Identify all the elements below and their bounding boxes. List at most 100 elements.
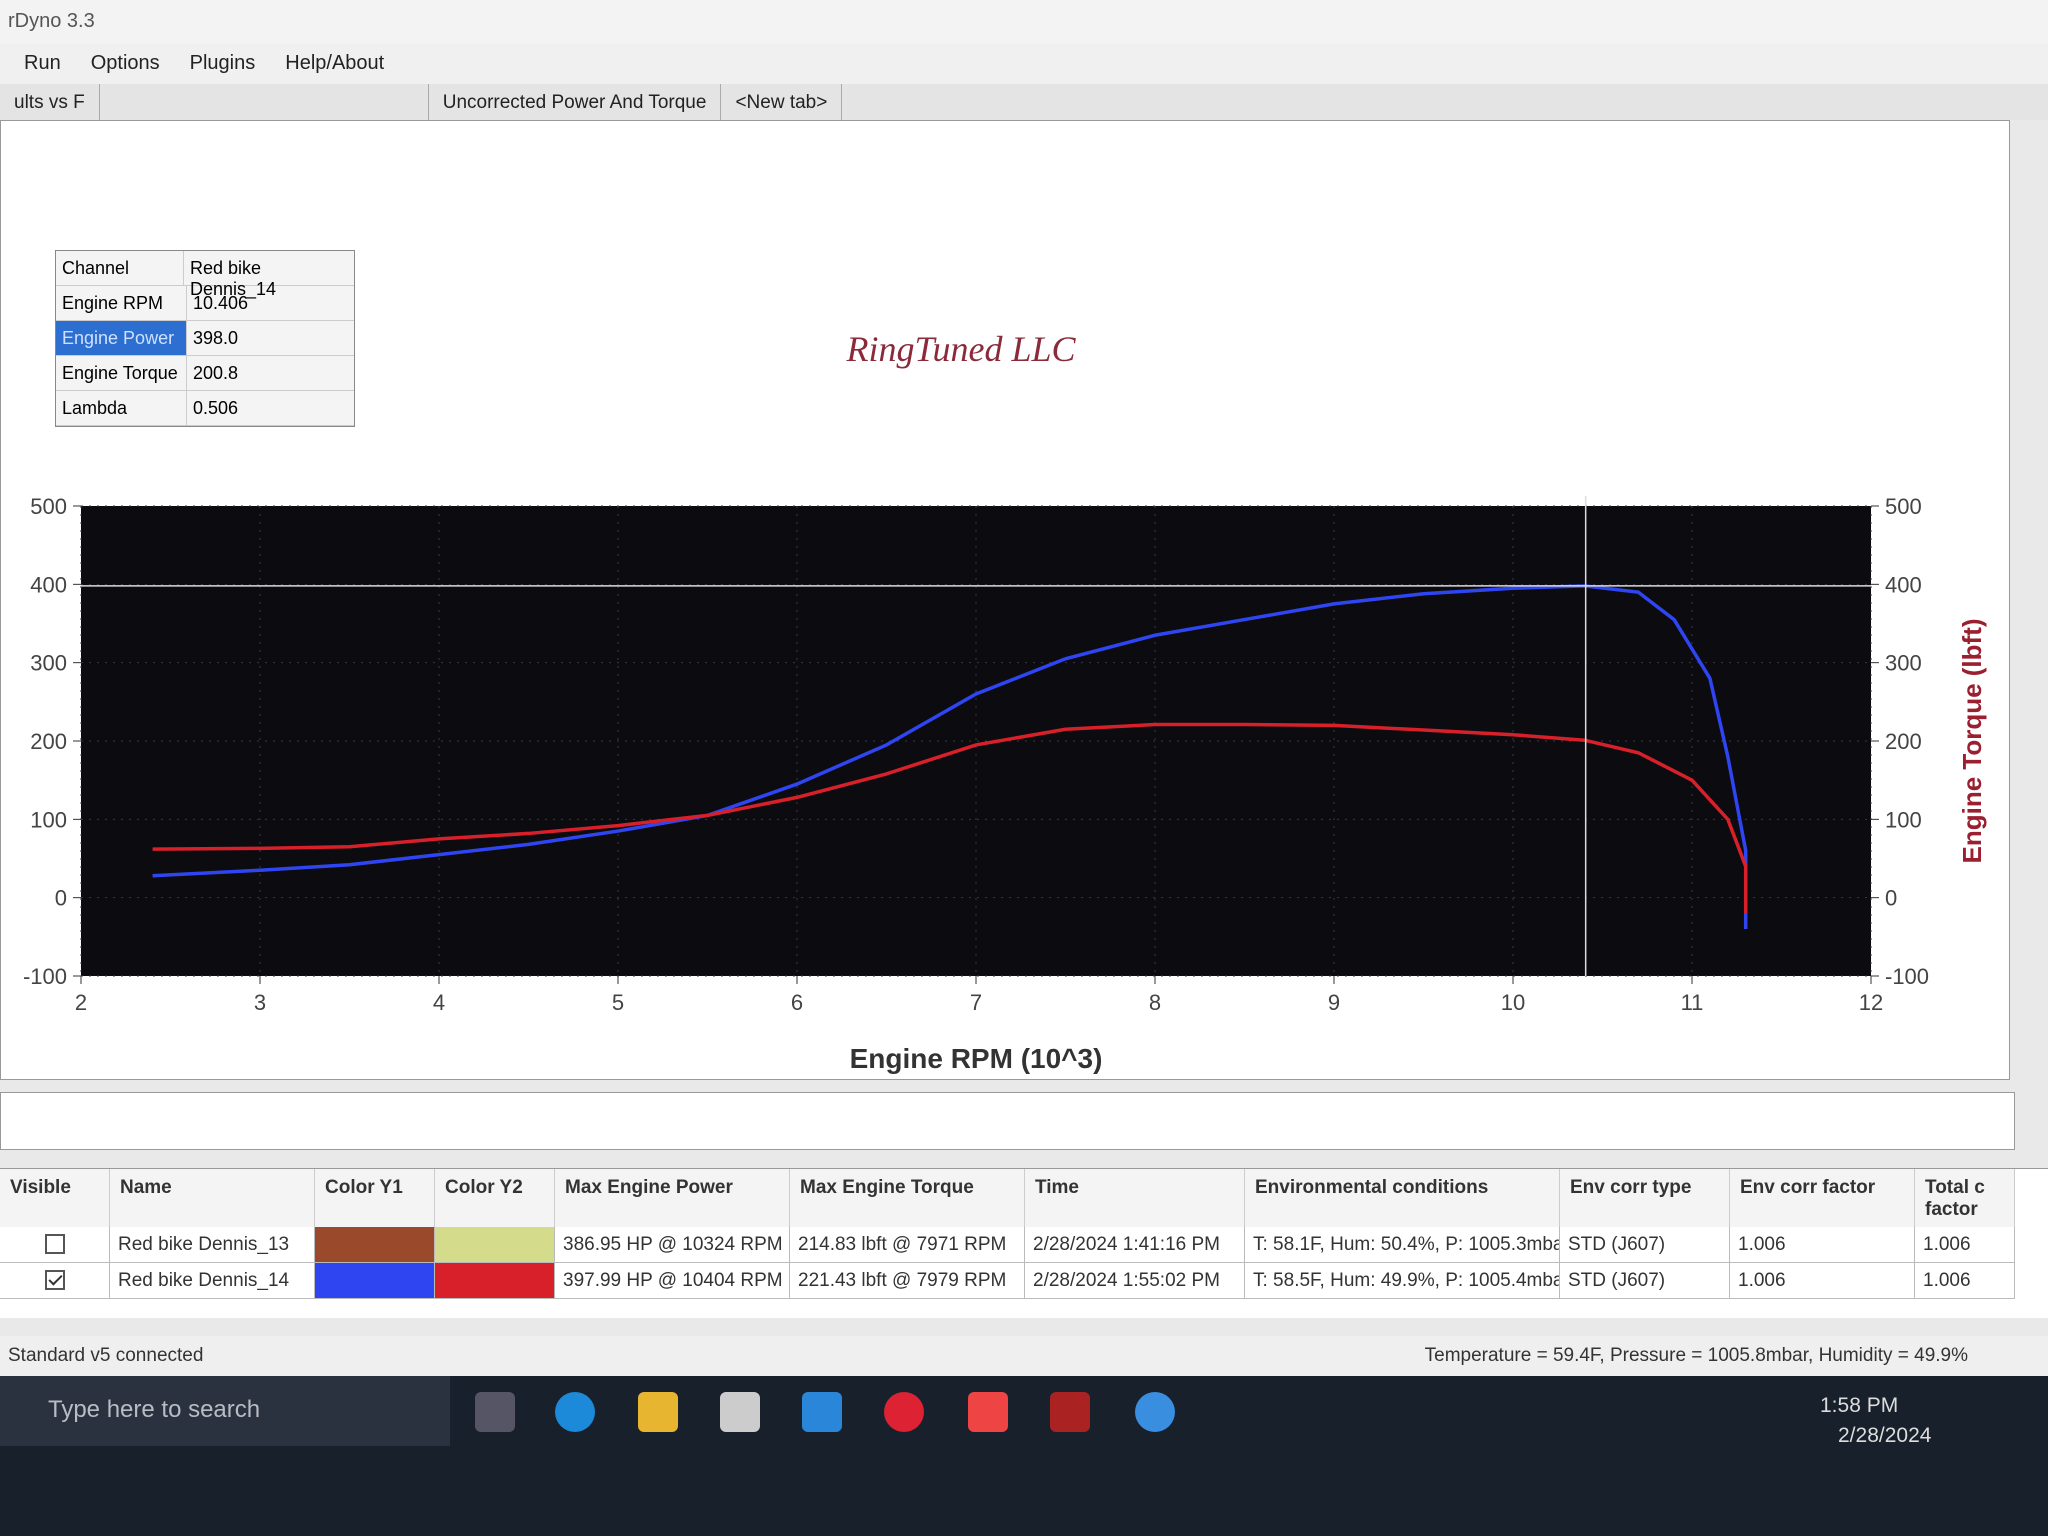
column-header: Max Engine Torque <box>790 1169 1025 1227</box>
runs-table: Visible Name Color Y1 Color Y2 Max Engine Po… <box>0 1168 2048 1318</box>
x-tick-label: 7 <box>970 990 982 1015</box>
menu-item[interactable]: Plugins <box>189 52 256 74</box>
status-right: Temperature = 59.4F, Pressure = 1005.8mb… <box>1424 1345 1968 1366</box>
y2-tick-label: 100 <box>1885 807 1922 832</box>
x-tick-label: 2 <box>75 990 87 1015</box>
cell: 2/28/2024 1:55:02 PM <box>1025 1263 1245 1299</box>
cell: 1.006 <box>1730 1227 1915 1263</box>
tooltip-header: Channel Red bike Dennis_14 <box>56 251 354 299</box>
chart-panel: RingTuned LLC 2 3 4 5 6 7 8 9 10 11 12 -100 0 100 200 30… <box>0 120 2010 1080</box>
color-swatch <box>435 1227 555 1263</box>
tooltip-row: Engine RPM 10.406 <box>56 286 354 321</box>
x-tick-label: 9 <box>1328 990 1340 1015</box>
color-swatch <box>315 1227 435 1263</box>
y2-tick-label: 0 <box>1885 886 1897 911</box>
status-bar: Standard v5 connected Temperature = 59.4… <box>0 1336 2048 1376</box>
y-tick-label: 0 <box>55 886 67 911</box>
tooltip-value: 398.0 <box>193 328 239 348</box>
x-tick-label: 3 <box>254 990 266 1015</box>
column-header: Environmental conditions <box>1245 1169 1560 1227</box>
x-tick-label: 6 <box>791 990 803 1015</box>
column-header: Total c factor <box>1915 1169 2015 1227</box>
store-icon[interactable] <box>720 1392 760 1432</box>
column-header: Visible <box>0 1169 110 1227</box>
checkbox[interactable] <box>44 1270 65 1290</box>
table-row: Red bike Dennis_14 397.99 HP @ 10404 RPM 2… <box>0 1263 2048 1299</box>
series-line <box>152 584 1748 929</box>
chrome-icon[interactable] <box>884 1392 924 1432</box>
status-left: Standard v5 connected <box>8 1345 204 1366</box>
x-tick-label: 4 <box>433 990 445 1015</box>
taskbar: Type here to search 1:58 PM 2/28/2024 <box>0 1376 2048 1536</box>
menu-item[interactable]: Run <box>24 52 61 74</box>
table-header: Visible Name Color Y1 Color Y2 Max Engine Po… <box>0 1169 2048 1227</box>
x-tick-label: 8 <box>1149 990 1161 1015</box>
color-swatch <box>435 1263 555 1299</box>
cell: 1.006 <box>1915 1227 2015 1263</box>
y-tick-label: -100 <box>23 964 67 989</box>
cell: 221.43 lbft @ 7979 RPM <box>790 1263 1025 1299</box>
y2-tick-label: 500 <box>1885 494 1922 519</box>
tooltip-label: Engine Power <box>56 321 187 355</box>
app-icon[interactable] <box>1050 1392 1090 1432</box>
cell: 1.006 <box>1915 1263 2015 1299</box>
tooltip-value: 10.406 <box>193 293 249 313</box>
cell: STD (J607) <box>1560 1227 1730 1263</box>
search-box[interactable]: Type here to search <box>0 1376 450 1446</box>
cell: T: 58.1F, Hum: 50.4%, P: 1005.3mbar <box>1245 1227 1560 1263</box>
tooltip-row: Lambda 0.506 <box>56 391 354 426</box>
cell: 214.83 lbft @ 7971 RPM <box>790 1227 1025 1263</box>
cell: 386.95 HP @ 10324 RPM <box>555 1227 790 1263</box>
cell: STD (J607) <box>1560 1263 1730 1299</box>
tab[interactable]: <New tab> <box>721 84 843 120</box>
x-tick-label: 10 <box>1501 990 1525 1015</box>
tooltip-label: Lambda <box>56 391 187 425</box>
y-tick-label: 500 <box>30 494 67 519</box>
column-header: Color Y2 <box>435 1169 555 1227</box>
tooltip-row: Engine Power 398.0 <box>56 321 354 356</box>
task-view-icon[interactable] <box>475 1392 515 1432</box>
cell: 397.99 HP @ 10404 RPM <box>555 1263 790 1299</box>
menu-item[interactable]: Options <box>90 52 160 74</box>
column-header: Name <box>110 1169 315 1227</box>
cell <box>0 1227 110 1263</box>
tooltip-label: Engine Torque <box>56 356 187 390</box>
empty-panel <box>0 1092 2015 1150</box>
column-header: Time <box>1025 1169 1245 1227</box>
cell: T: 58.5F, Hum: 49.9%, P: 1005.4mbar <box>1245 1263 1560 1299</box>
mail-icon[interactable] <box>802 1392 842 1432</box>
tab[interactable]: ults vs F <box>0 84 100 120</box>
tooltip-label: Engine RPM <box>56 286 187 320</box>
app-icon[interactable] <box>968 1392 1008 1432</box>
cell: Red bike Dennis_14 <box>110 1263 315 1299</box>
menu-item[interactable]: Help/About <box>285 52 385 74</box>
tab[interactable]: Uncorrected Power And Torque <box>429 84 722 120</box>
edge-icon[interactable] <box>555 1392 595 1432</box>
tooltip-value: 200.8 <box>193 363 239 383</box>
column-header: Env corr factor <box>1730 1169 1915 1227</box>
explorer-icon[interactable] <box>638 1392 678 1432</box>
checkbox[interactable] <box>44 1234 65 1254</box>
column-header: Env corr type <box>1560 1169 1730 1227</box>
tooltip-row: Engine Torque 200.8 <box>56 356 354 391</box>
y2-tick-label: -100 <box>1885 964 1929 989</box>
column-header: Max Engine Power <box>555 1169 790 1227</box>
x-tick-label: 11 <box>1681 990 1704 1015</box>
cell: 1.006 <box>1730 1263 1915 1299</box>
x-tick-label: 12 <box>1859 990 1883 1015</box>
color-swatch <box>315 1263 435 1299</box>
dyno-icon[interactable] <box>1135 1392 1175 1432</box>
y-tick-label: 200 <box>30 729 67 754</box>
tab-bar: ults vs F Uncorrected Power And Torque <… <box>0 84 2048 120</box>
clock-time: 1:58 PM <box>1820 1394 1899 1417</box>
y2-tick-label: 300 <box>1885 651 1922 676</box>
clock-date: 2/28/2024 <box>1838 1424 1932 1447</box>
column-header: Color Y1 <box>315 1169 435 1227</box>
menu-bar: Run Options Plugins Help/About <box>0 44 2048 84</box>
series-line <box>152 722 1748 914</box>
cell <box>0 1263 110 1299</box>
tooltip-cell: Channel <box>56 251 184 285</box>
x-tick-label: 5 <box>612 990 624 1015</box>
